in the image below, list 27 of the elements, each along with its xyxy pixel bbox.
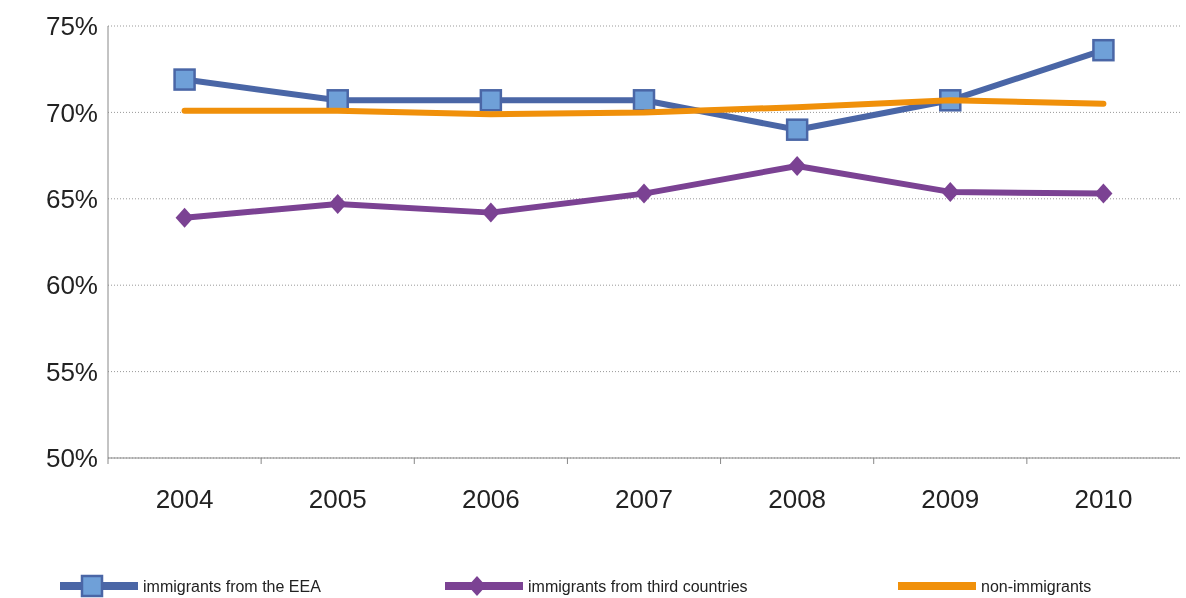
point: [173, 68, 196, 91]
legend-label: non-immigrants: [981, 577, 1092, 595]
y-tick-label: 55%: [45, 356, 98, 387]
point: [175, 207, 194, 228]
point: [1092, 38, 1115, 62]
point: [785, 118, 809, 141]
y-tick-label: 50%: [45, 443, 98, 474]
point: [479, 89, 503, 112]
point: [328, 193, 347, 214]
x-tick-label: 2008: [768, 484, 827, 514]
x-tick-label: 2004: [155, 484, 214, 514]
point: [1094, 183, 1113, 204]
x-tick-label: 2007: [615, 484, 673, 514]
y-tick-label: 60%: [45, 270, 98, 301]
y-tick-label: 75%: [45, 11, 98, 42]
x-tick-label: 2009: [921, 484, 980, 514]
x-tick-label: 2010: [1074, 484, 1133, 514]
point: [788, 155, 807, 176]
point: [481, 202, 500, 223]
legend-label: immigrants from third countries: [528, 577, 748, 595]
y-tick-label: 65%: [45, 183, 98, 214]
x-tick-label: 2006: [461, 484, 520, 514]
legend-label: immigrants from the EEA: [143, 577, 322, 595]
x-tick-label: 2005: [308, 484, 367, 514]
point: [941, 181, 960, 202]
point: [635, 183, 653, 204]
y-tick-label: 70%: [45, 97, 98, 128]
